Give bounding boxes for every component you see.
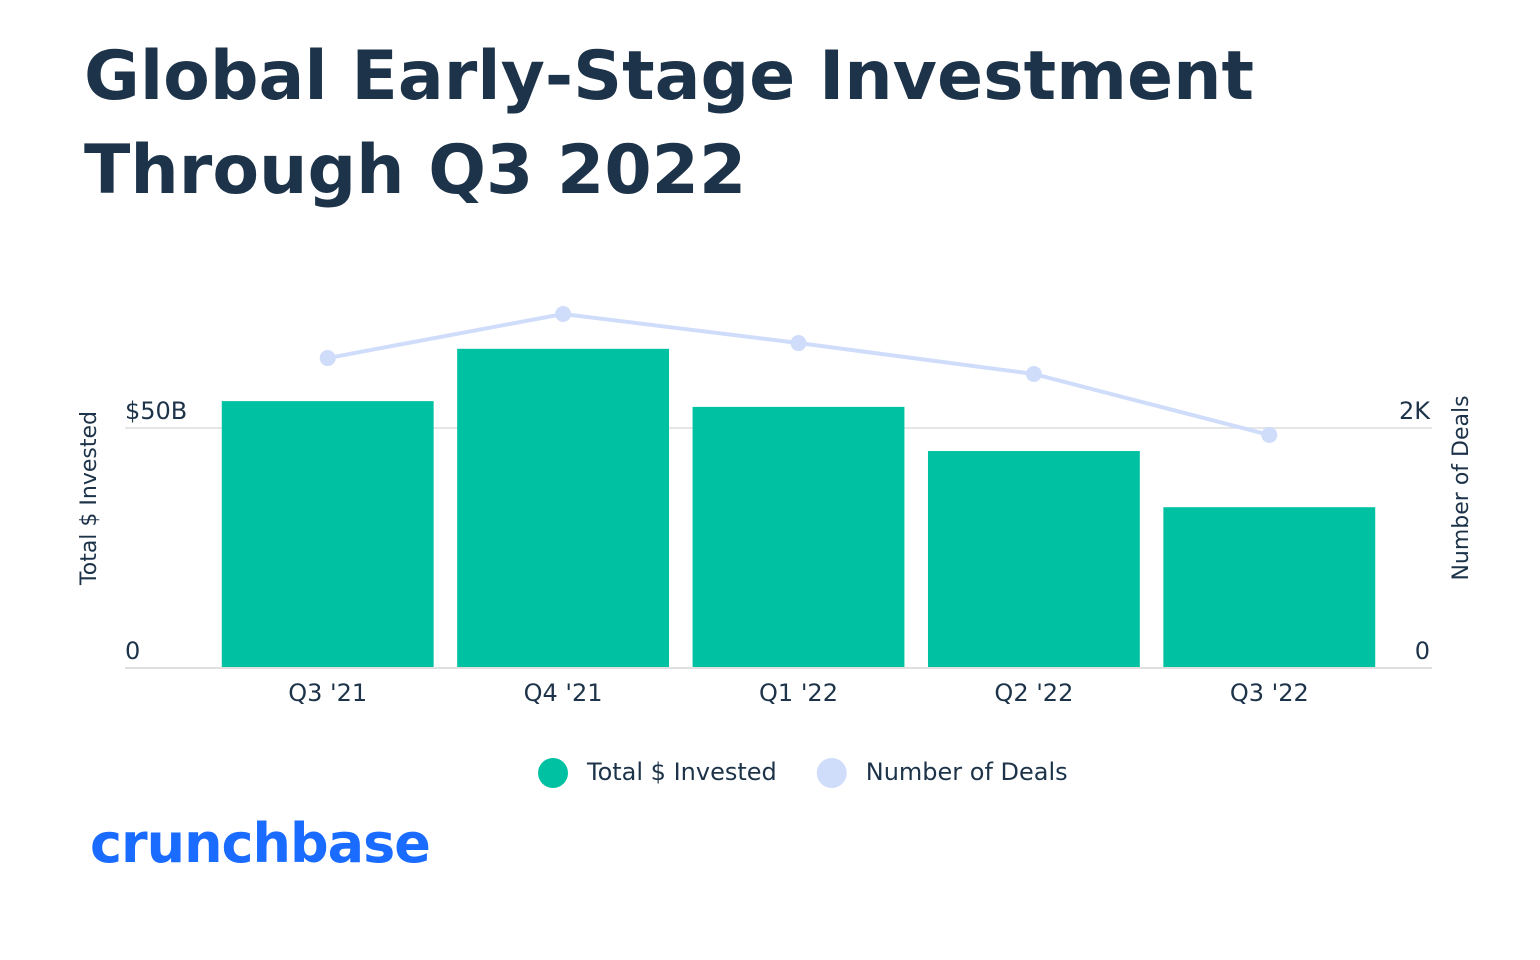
y2-axis-title: Number of Deals — [1449, 395, 1474, 580]
y2-tick-label: 0 — [1415, 637, 1430, 665]
bar — [927, 451, 1140, 668]
brand-logo: crunchbase — [90, 812, 431, 875]
legend-label: Number of Deals — [866, 758, 1068, 786]
line-point — [555, 306, 572, 322]
line-point — [1261, 426, 1278, 443]
legend-swatch — [816, 758, 847, 788]
y2-tick-label: 2K — [1399, 397, 1431, 425]
bar — [457, 348, 670, 668]
x-tick-label: Q3 '22 — [1230, 679, 1309, 707]
y-tick-label: $50B — [125, 397, 187, 425]
bar — [692, 406, 905, 668]
y-tick-label: 0 — [125, 637, 140, 665]
x-tick-label: Q2 '22 — [994, 679, 1073, 707]
line-point — [319, 350, 336, 367]
line-point — [1025, 366, 1042, 382]
x-tick-label: Q4 '21 — [524, 679, 603, 707]
y-axis-title: Total $ Invested — [77, 411, 102, 586]
x-tick-label: Q3 '21 — [288, 679, 367, 707]
chart-title: Global Early-Stage Investment Through Q3… — [84, 37, 1254, 210]
bar — [221, 401, 434, 668]
line-point — [790, 335, 807, 352]
bar — [1163, 507, 1376, 668]
legend-swatch — [538, 758, 568, 788]
x-tick-label: Q1 '22 — [759, 679, 838, 707]
legend-label: Total $ Invested — [586, 758, 777, 786]
